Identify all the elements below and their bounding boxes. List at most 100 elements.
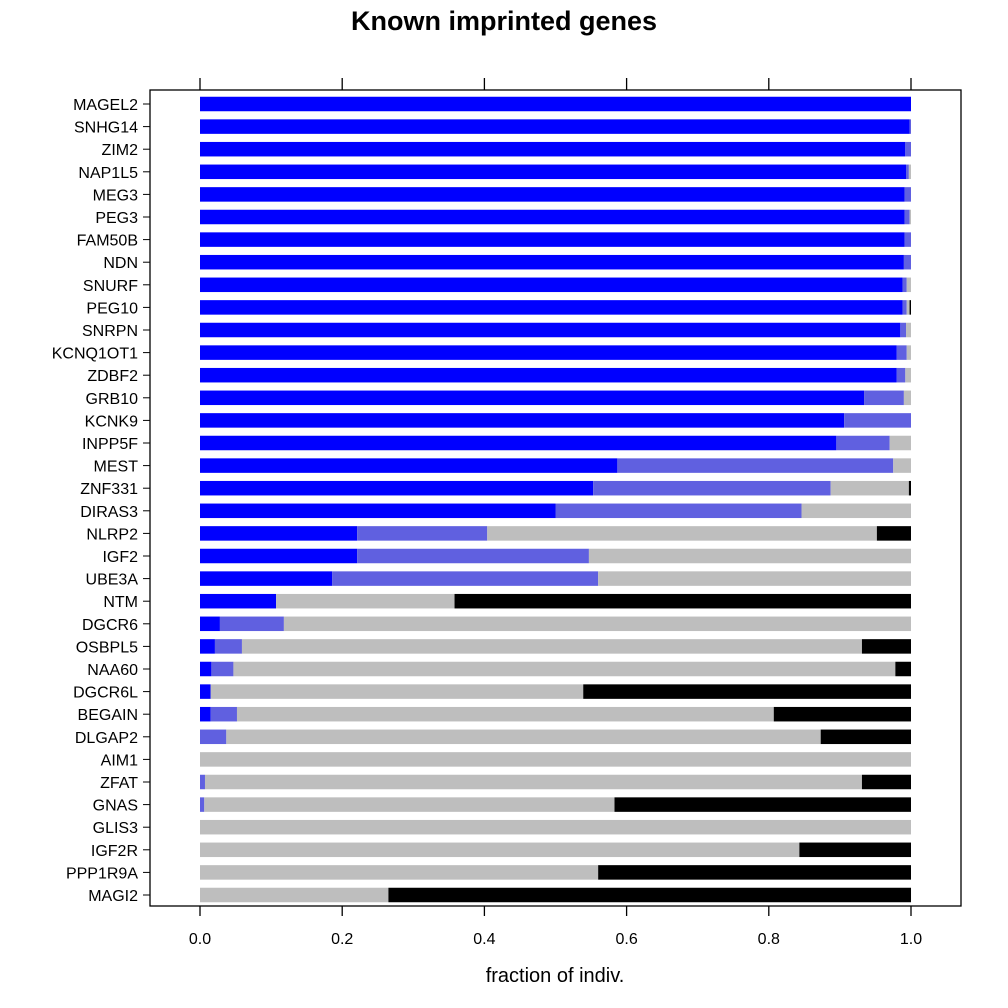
- category-label: SNHG14: [74, 120, 138, 137]
- bar-segment-peg3-1: [905, 210, 910, 225]
- bar-segment-fam50b-0: [200, 232, 905, 247]
- category-label: DGCR6L: [73, 685, 138, 702]
- category-label: PEG3: [95, 210, 138, 227]
- bar-segment-aim1-2: [200, 752, 911, 767]
- bar-segment-igf2r-3: [799, 843, 911, 858]
- bar-segment-peg3-2: [910, 210, 911, 225]
- bars-layer: [200, 97, 911, 903]
- bar-segment-naa60-0: [200, 662, 211, 677]
- bar-segment-zdbf2-1: [897, 368, 906, 383]
- x-tick-label: 1.0: [900, 931, 922, 948]
- category-label: GRB10: [86, 391, 139, 408]
- category-label: NAA60: [87, 662, 138, 679]
- bar-segment-snhg14-1: [910, 119, 911, 134]
- bar-segment-mest-2: [893, 458, 911, 473]
- bar-segment-kcnk9-0: [200, 413, 844, 428]
- bar-segment-snrpn-2: [906, 323, 911, 338]
- bar-segment-inpp5f-1: [836, 436, 889, 451]
- bar-segment-dgcr6l-2: [211, 684, 584, 699]
- bar-segment-snrpn-0: [200, 323, 900, 338]
- bar-segment-osbpl5-1: [215, 639, 242, 654]
- category-label: GNAS: [93, 798, 138, 815]
- bar-segment-nlrp2-3: [877, 526, 911, 541]
- bar-segment-fam50b-1: [905, 232, 911, 247]
- category-label: ZNF331: [80, 481, 138, 498]
- bar-segment-gnas-3: [615, 797, 911, 812]
- bar-segment-nlrp2-0: [200, 526, 357, 541]
- bar-segment-naa60-3: [895, 662, 911, 677]
- bar-segment-ppp1r9a-3: [598, 865, 911, 880]
- category-label: DGCR6: [82, 617, 138, 634]
- category-label: NDN: [103, 255, 138, 272]
- bar-segment-osbpl5-0: [200, 639, 215, 654]
- bar-segment-diras3-1: [556, 504, 802, 519]
- bar-segment-diras3-2: [802, 504, 911, 519]
- bar-segment-snurf-0: [200, 278, 902, 293]
- category-label: MAGEL2: [73, 97, 138, 114]
- x-tick-label: 0.0: [189, 931, 211, 948]
- bar-segment-ube3a-2: [598, 571, 911, 586]
- bar-segment-ntm-2: [276, 594, 454, 609]
- category-label: FAM50B: [77, 233, 138, 250]
- bar-segment-nap1l5-2: [909, 165, 911, 180]
- bar-segment-magel2-0: [200, 97, 911, 112]
- bar-segment-magi2-3: [388, 888, 911, 903]
- bar-segment-begain-0: [200, 707, 211, 722]
- bar-segment-peg10-2: [907, 300, 910, 315]
- category-label: OSBPL5: [76, 639, 138, 656]
- bar-segment-igf2r-2: [200, 843, 799, 858]
- bar-segment-nap1l5-0: [200, 165, 906, 180]
- bar-segment-ndn-0: [200, 255, 904, 270]
- category-label: IGF2: [102, 549, 138, 566]
- bar-segment-igf2-1: [357, 549, 589, 564]
- bar-segment-znf331-1: [593, 481, 830, 496]
- bar-segment-diras3-0: [200, 504, 556, 519]
- category-label: MAGI2: [88, 888, 138, 905]
- bar-segment-glis3-2: [200, 820, 911, 835]
- bar-segment-ntm-3: [455, 594, 911, 609]
- x-tick-label: 0.4: [473, 931, 495, 948]
- bar-segment-ube3a-1: [332, 571, 598, 586]
- category-label: KCNQ1OT1: [52, 346, 138, 363]
- bar-segment-zfat-2: [205, 775, 862, 790]
- category-label: ZIM2: [102, 142, 139, 159]
- bar-segment-snrpn-1: [900, 323, 906, 338]
- bar-segment-naa60-2: [233, 662, 895, 677]
- category-label: SNRPN: [82, 323, 138, 340]
- x-axis-title: fraction of indiv.: [486, 965, 625, 987]
- bar-segment-igf2-2: [589, 549, 911, 564]
- bar-segment-grb10-2: [904, 391, 911, 406]
- bar-segment-dlgap2-1: [200, 730, 226, 745]
- bar-segment-zim2-1: [905, 142, 911, 157]
- bar-segment-peg10-3: [910, 300, 911, 315]
- category-label: GLIS3: [93, 820, 138, 837]
- bar-segment-snhg14-0: [200, 119, 910, 134]
- bar-segment-dgcr6-1: [220, 617, 284, 632]
- category-label: ZDBF2: [87, 368, 138, 385]
- bar-segment-kcnq1ot1-1: [897, 345, 907, 360]
- bar-segment-snurf-2: [907, 278, 911, 293]
- bar-segment-kcnq1ot1-0: [200, 345, 897, 360]
- bar-segment-peg10-1: [902, 300, 906, 315]
- category-label: MEG3: [93, 187, 138, 204]
- category-label: DIRAS3: [80, 504, 138, 521]
- bar-segment-zfat-3: [862, 775, 911, 790]
- bar-segment-nap1l5-1: [906, 165, 909, 180]
- category-label: PPP1R9A: [66, 865, 138, 882]
- bar-segment-begain-3: [774, 707, 911, 722]
- bar-segment-gnas-2: [204, 797, 614, 812]
- category-label: KCNK9: [85, 413, 138, 430]
- bar-segment-gnas-1: [200, 797, 204, 812]
- bar-segment-zfat-1: [200, 775, 205, 790]
- category-label: AIM1: [101, 752, 138, 769]
- bar-segment-nlrp2-2: [487, 526, 877, 541]
- category-label: INPP5F: [82, 436, 138, 453]
- bar-segment-ndn-1: [904, 255, 911, 270]
- bar-segment-inpp5f-2: [890, 436, 911, 451]
- bar-segment-naa60-1: [211, 662, 233, 677]
- bar-segment-dlgap2-3: [821, 730, 911, 745]
- category-label: NLRP2: [86, 526, 138, 543]
- category-label: PEG10: [86, 300, 138, 317]
- bar-segment-snurf-1: [902, 278, 906, 293]
- bar-segment-meg3-0: [200, 187, 905, 202]
